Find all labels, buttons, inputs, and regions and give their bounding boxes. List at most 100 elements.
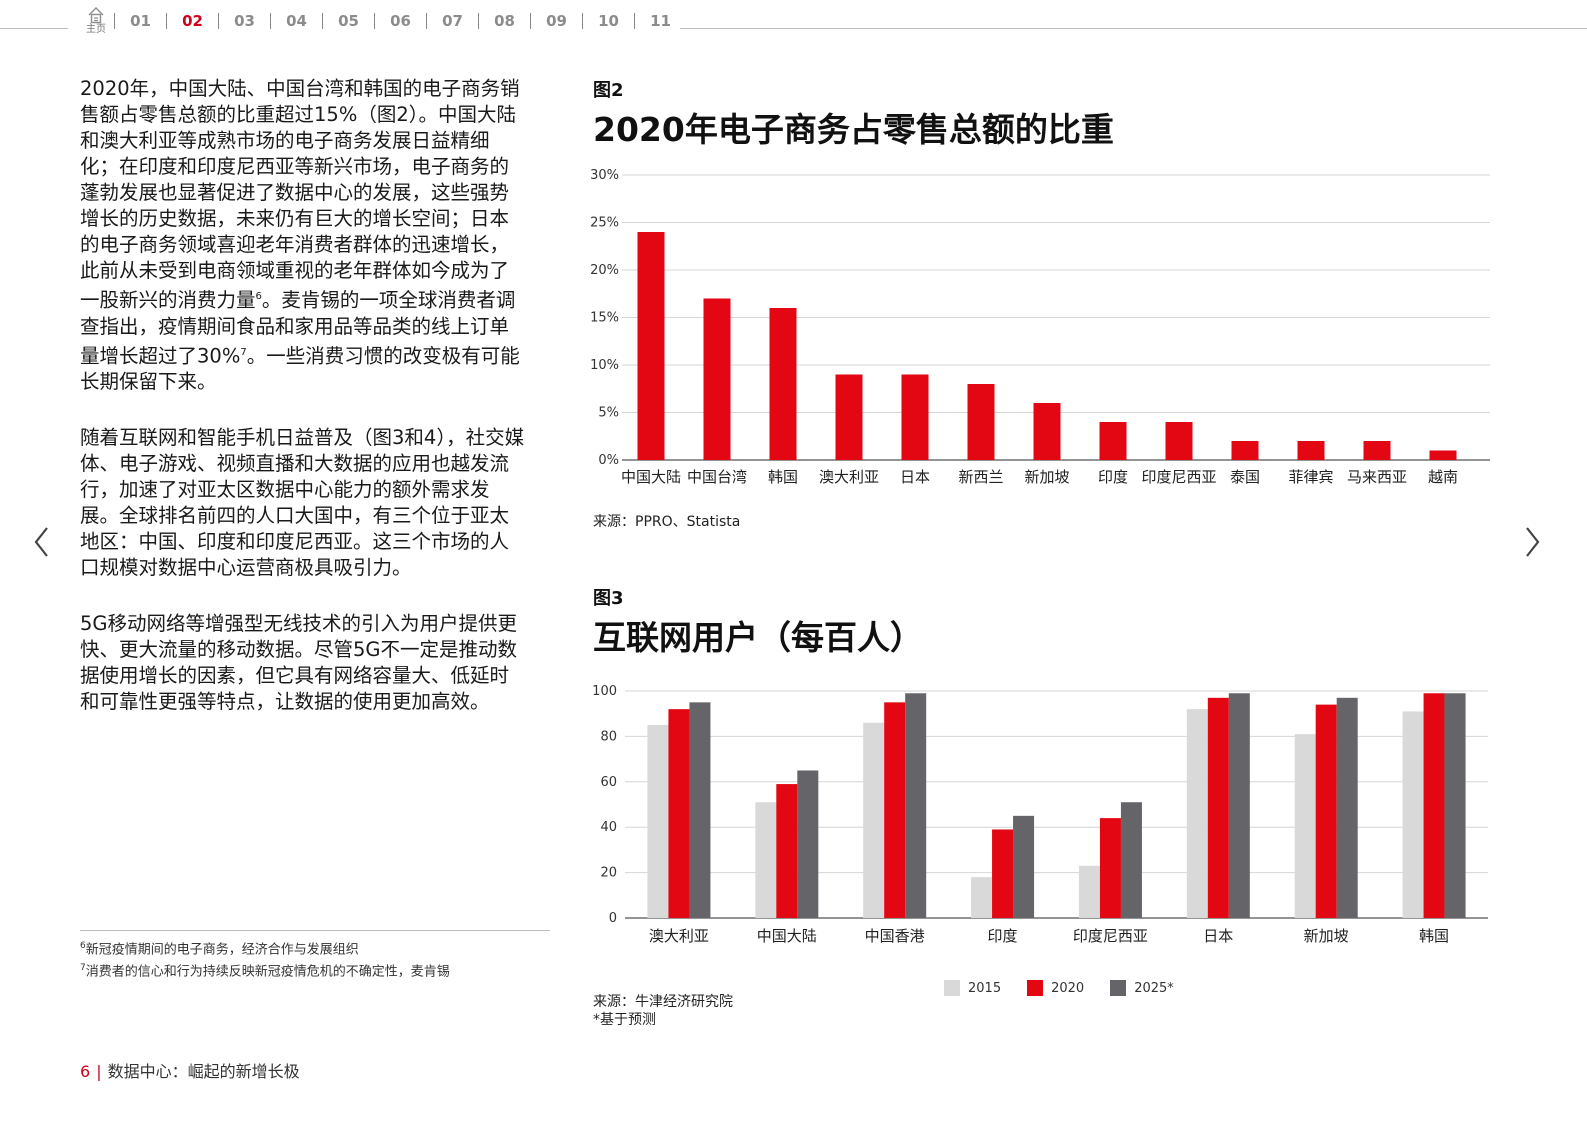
top-navigation: 主页 01 02 03 04 05 06 07 08 09 10 11 [0,0,1587,44]
bar-菲律宾 [1297,441,1325,460]
category-label: 印度 [988,927,1018,945]
category-label: 马来西亚 [1347,468,1407,486]
bar-马来西亚 [1363,441,1391,460]
figure-3-source: 来源：牛津经济研究院 *基于预测 [593,993,733,1029]
category-label: 日本 [1203,927,1233,945]
home-label: 主页 [86,24,106,35]
bar-中国大陆 [637,232,665,460]
nav-item-04[interactable]: 04 [286,12,307,30]
category-label: 日本 [900,468,930,486]
footer-title: 数据中心：崛起的新增长极 [107,1062,300,1081]
y-tick-label: 25% [590,216,619,231]
figure-2-title: 2020年电子商务占零售总额的比重 [593,110,1114,149]
nav-separator [426,13,427,29]
page-number: 6 [80,1062,91,1081]
nav-separator [166,13,167,29]
legend-item-2025*: 2025* [1110,980,1174,996]
category-label: 泰国 [1230,468,1260,486]
bar-澳大利亚-2025* [689,702,711,918]
nav-item-06[interactable]: 06 [390,12,411,30]
figure-2-source: 来源：PPRO、Statista [593,514,741,530]
bar-中国大陆-2025* [797,770,819,918]
next-page-button[interactable] [1520,522,1544,562]
nav-item-05[interactable]: 05 [338,12,359,30]
category-label: 韩国 [768,468,798,486]
previous-page-button[interactable] [30,522,54,562]
footer-separator: | [96,1062,102,1081]
paragraph-ecommerce: 2020年，中国大陆、中国台湾和韩国的电子商务销售额占零售总额的比重超过15%（… [80,77,520,393]
paragraph-5g: 5G移动网络等增强型无线技术的引入为用户提供更快、更大流量的移动数据。尽管5G不… [80,612,518,713]
nav-item-08[interactable]: 08 [494,12,515,30]
legend-item-2015: 2015 [944,980,1001,996]
nav-item-07[interactable]: 07 [442,12,463,30]
figure-3-title: 互联网用户（每百人） [593,618,923,657]
bar-印度-2015 [971,877,993,918]
nav-separator [218,13,219,29]
figure-3-source-text: 来源：牛津经济研究院 [593,994,733,1010]
bar-印度尼西亚 [1165,422,1193,460]
nav-item-01[interactable]: 01 [130,12,151,30]
chevron-right-icon [1526,527,1540,557]
nav-item-09[interactable]: 09 [546,12,567,30]
footnote-6: 6新冠疫情期间的电子商务，经济合作与发展组织 [80,941,359,958]
legend-label: 2025* [1134,980,1174,996]
bar-中国香港-2025* [905,693,927,918]
y-tick-label: 100 [592,684,617,699]
nav-item-02[interactable]: 02 [182,12,203,30]
footnote-7: 7消费者的信心和行为持续反映新冠疫情危机的不确定性，麦肯锡 [80,963,450,980]
bar-泰国 [1231,441,1259,460]
category-label: 新加坡 [1024,468,1069,486]
body-text: 2020年，中国大陆、中国台湾和韩国的电子商务销售额占零售总额的比重超过15%（… [80,76,525,745]
figure-3-label: 图3 [593,588,624,609]
nav-item-11[interactable]: 11 [650,12,671,30]
category-label: 新加坡 [1304,927,1349,945]
nav-separator [374,13,375,29]
nav-item-03[interactable]: 03 [234,12,255,30]
nav-separator [634,13,635,29]
category-label: 菲律宾 [1288,468,1333,486]
footnotes: 6新冠疫情期间的电子商务，经济合作与发展组织 7消费者的信心和行为持续反映新冠疫… [80,930,550,982]
y-tick-label: 5% [598,406,619,421]
category-label: 澳大利亚 [819,468,879,486]
bar-日本-2020 [1207,697,1229,918]
bar-中国台湾 [703,298,731,460]
legend-swatch [1027,980,1044,996]
footnote-ref-7[interactable]: 7 [240,346,247,358]
y-tick-label: 80 [600,729,617,744]
legend-swatch [1110,980,1127,996]
bar-印度-2025* [1013,815,1035,918]
chapter-nav: 01 02 03 04 05 06 07 08 09 10 11 [114,10,686,32]
category-label: 中国大陆 [621,468,681,486]
legend-item-2020: 2020 [1027,980,1084,996]
bar-澳大利亚 [835,374,863,460]
nav-divider-line [0,28,68,29]
bar-中国大陆-2020 [776,784,798,918]
category-label: 印度尼西亚 [1073,927,1148,945]
category-label: 中国大陆 [757,927,817,945]
figure-3-note: *基于预测 [593,1012,656,1028]
bar-越南 [1429,450,1457,460]
bar-印度 [1099,422,1127,460]
ecommerce-share-chart: 0% 5% 10% 15% 20% 25% 30% 中国大陆 中国台湾 韩国 澳大利亚 日本 新西兰 新加… [590,168,1490,486]
nav-separator [478,13,479,29]
bar-新加坡 [1033,403,1061,460]
bar-日本-2015 [1186,709,1208,918]
nav-item-10[interactable]: 10 [598,12,619,30]
nav-separator [530,13,531,29]
bar-韩国-2015 [1402,711,1424,918]
y-tick-label: 20 [600,866,617,881]
footnote-ref-6[interactable]: 6 [255,291,262,302]
home-button[interactable]: 主页 [82,6,110,36]
bar-韩国 [769,308,797,460]
y-tick-label: 10% [590,358,619,373]
home-icon [88,7,104,24]
category-label: 印度尼西亚 [1141,468,1216,486]
y-tick-label: 15% [590,311,619,326]
category-label: 中国台湾 [687,468,747,486]
bar-印度尼西亚-2020 [1099,818,1121,918]
paragraph-internet: 随着互联网和智能手机日益普及（图3和4），社交媒体、电子游戏、视频直播和大数据的… [80,426,525,579]
category-label: 印度 [1098,468,1128,486]
bar-新西兰 [967,384,995,460]
chevron-left-icon [34,527,48,557]
y-tick-label: 0 [609,911,617,926]
